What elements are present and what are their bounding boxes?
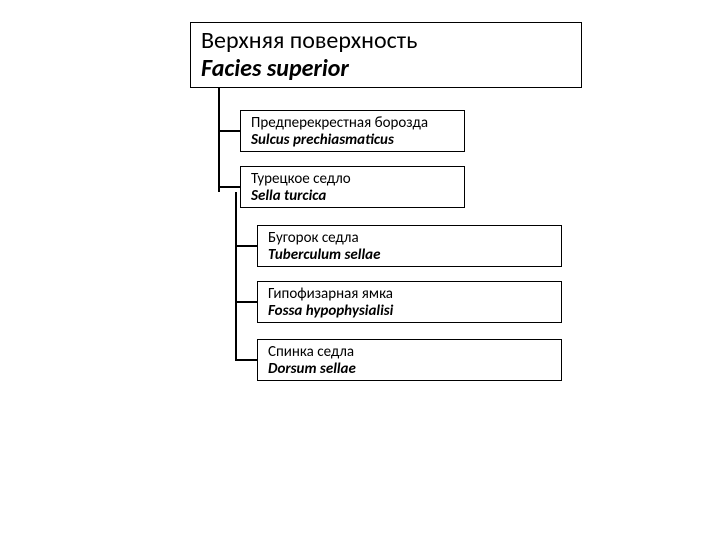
branch-line <box>218 130 240 132</box>
child-label-lat: Sulcus prechiasmaticus <box>251 132 454 149</box>
branch-line <box>235 245 257 247</box>
child-node: Гипофизарная ямка Fossa hypophysialisi <box>257 281 562 323</box>
child-label-ru: Предперекрестная борозда <box>251 115 454 132</box>
child-label-ru: Бугорок седла <box>268 230 551 247</box>
branch-line <box>218 186 240 188</box>
root-node: Верхняя поверхность Facies superior <box>190 22 582 88</box>
root-label-ru: Верхняя поверхность <box>201 27 571 55</box>
child-label-lat: Tuberculum sellae <box>268 247 551 264</box>
diagram-canvas: Верхняя поверхность Facies superior Пред… <box>0 0 720 540</box>
branch-line <box>235 359 257 361</box>
trunk-line-2 <box>235 192 237 360</box>
child-label-ru: Турецкое седло <box>251 171 454 188</box>
child-node: Предперекрестная борозда Sulcus prechias… <box>240 110 465 152</box>
root-label-lat: Facies superior <box>201 55 571 83</box>
child-label-lat: Dorsum sellae <box>268 361 551 378</box>
child-node: Турецкое седло Sella turcica <box>240 166 465 208</box>
child-label-lat: Sella turcica <box>251 188 454 205</box>
trunk-line-1 <box>218 88 220 192</box>
branch-line <box>235 301 257 303</box>
child-node: Бугорок седла Tuberculum sellae <box>257 225 562 267</box>
child-label-lat: Fossa hypophysialisi <box>268 303 551 320</box>
child-label-ru: Гипофизарная ямка <box>268 286 551 303</box>
child-node: Спинка седла Dorsum sellae <box>257 339 562 381</box>
child-label-ru: Спинка седла <box>268 344 551 361</box>
